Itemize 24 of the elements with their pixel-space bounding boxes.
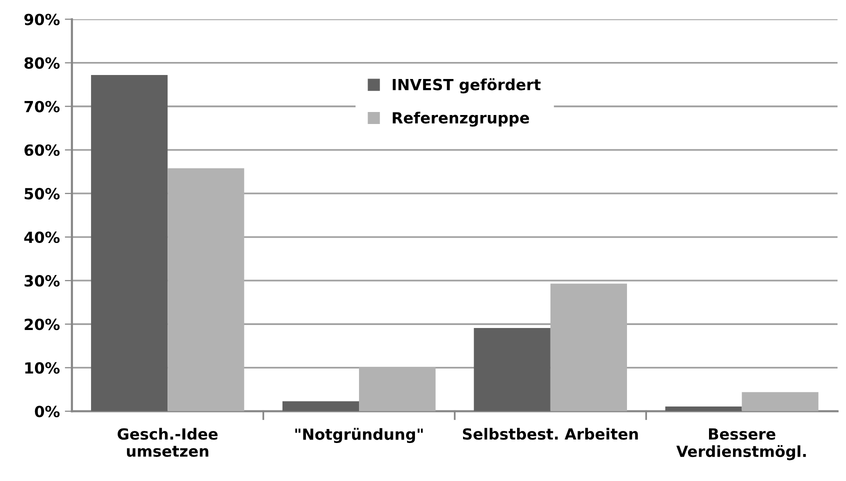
x-tick-label: Bessere Verdienstmögl.: [676, 428, 806, 460]
y-tick-label: 20%: [24, 318, 60, 330]
y-tick-label: 90%: [24, 14, 60, 26]
bar: [168, 168, 244, 412]
y-tick-label: 70%: [24, 100, 60, 112]
y-tick-label: 30%: [24, 275, 60, 287]
x-tick-label: "Notgründung": [295, 428, 423, 444]
bar: [742, 392, 818, 412]
y-tick-label: 60%: [24, 144, 60, 156]
bar: [359, 367, 436, 412]
y-tick-label: 10%: [25, 362, 60, 374]
y-tick-label: 80%: [24, 57, 60, 69]
x-tick-label: Gesch.-Idee umsetzen: [118, 428, 218, 457]
bar: [665, 406, 742, 412]
bar: [474, 328, 550, 412]
y-tick-label: 0%: [34, 406, 60, 418]
x-tick-label: Selbstbest. Arbeiten: [462, 428, 638, 440]
bar: [550, 284, 627, 412]
y-tick-label: 50%: [24, 188, 60, 200]
bar: [91, 74, 168, 412]
legend-label: Referenzgruppe: [392, 112, 530, 127]
bar: [282, 401, 360, 412]
y-tick-label: 40%: [24, 231, 60, 244]
legend-label: INVEST gefördert: [392, 78, 541, 94]
